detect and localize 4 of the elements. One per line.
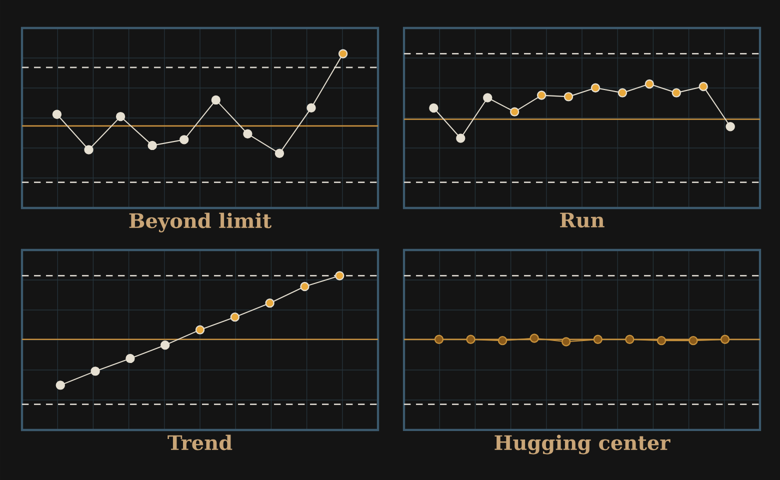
text: Run [560, 212, 604, 228]
text: Trend [168, 434, 232, 450]
text: Hugging center [494, 434, 670, 454]
text: Beyond limit [129, 212, 272, 232]
